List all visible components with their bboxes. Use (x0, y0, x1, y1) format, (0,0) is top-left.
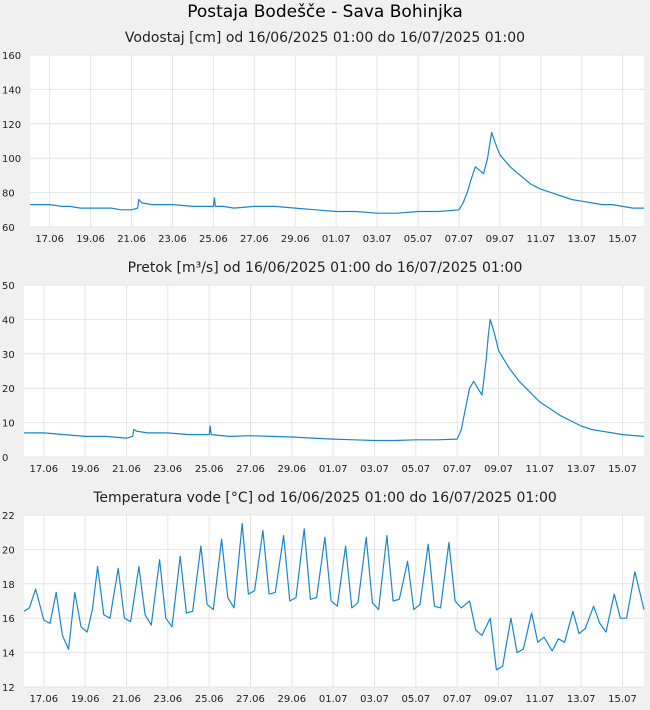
y-tick-label: 16 (2, 614, 15, 625)
x-tick-label: 21.06 (117, 234, 146, 245)
x-tick-label: 03.07 (360, 464, 389, 475)
water-level-plot-area (30, 55, 644, 227)
x-tick-label: 25.06 (195, 694, 224, 705)
y-tick-label: 60 (2, 223, 15, 234)
x-tick-label: 29.06 (278, 694, 307, 705)
x-tick-label: 15.07 (608, 464, 637, 475)
water-level-series-line (30, 131, 644, 214)
y-tick-label: 30 (2, 350, 15, 361)
x-tick-label: 15.07 (608, 694, 637, 705)
y-tick-label: 120 (2, 120, 21, 131)
x-tick-label: 19.06 (71, 464, 100, 475)
x-tick-label: 17.06 (35, 234, 64, 245)
x-tick-label: 01.07 (319, 694, 348, 705)
x-tick-label: 27.06 (236, 694, 265, 705)
page-title: Postaja Bodešče - Sava Bohinjka (187, 2, 463, 22)
x-tick-label: 29.06 (278, 464, 307, 475)
x-tick-label: 07.07 (445, 234, 474, 245)
y-tick-label: 18 (2, 580, 15, 591)
y-tick-label: 0 (2, 453, 8, 464)
discharge-panel: Pretok [m³/s] od 16/06/2025 01:00 do 16/… (0, 256, 650, 478)
x-tick-label: 01.07 (319, 464, 348, 475)
x-tick-label: 03.07 (363, 234, 392, 245)
y-tick-label: 80 (2, 189, 15, 200)
discharge-chart: 50 40 30 20 10 0 17.06 19.06 21.06 23.06 25.06 27.0… (2, 281, 645, 475)
water-level-chart-title: Vodostaj [cm] od 16/06/2025 01:00 do 16/… (124, 30, 526, 46)
discharge-series-line (24, 318, 645, 442)
y-tick-label: 22 (2, 511, 15, 522)
water-level-chart: 160 140 120 100 80 60 17.06 19.06 21.06 23.06 25.0… (2, 51, 644, 245)
y-tick-label: 12 (2, 683, 15, 694)
y-tick-label: 20 (2, 384, 15, 395)
x-tick-label: 25.06 (199, 234, 228, 245)
discharge-chart-title: Pretok [m³/s] od 16/06/2025 01:00 do 16/… (127, 260, 523, 276)
x-tick-label: 11.07 (526, 694, 555, 705)
y-tick-label: 160 (2, 51, 21, 62)
x-tick-label: 27.06 (240, 234, 269, 245)
x-tick-label: 01.07 (322, 234, 351, 245)
x-tick-label: 05.07 (404, 234, 433, 245)
water-temperature-plot-area (24, 515, 644, 687)
y-tick-label: 20 (2, 545, 15, 556)
x-tick-label: 19.06 (71, 694, 100, 705)
x-tick-label: 03.07 (360, 694, 389, 705)
x-tick-label: 09.07 (486, 234, 515, 245)
x-tick-label: 07.07 (443, 464, 472, 475)
water-temperature-panel: Temperatura vode [°C] od 16/06/2025 01:0… (0, 486, 650, 708)
x-tick-label: 05.07 (402, 694, 431, 705)
x-tick-label: 27.06 (236, 464, 265, 475)
x-tick-label: 19.06 (76, 234, 105, 245)
x-tick-label: 11.07 (526, 464, 555, 475)
x-tick-label: 09.07 (484, 464, 513, 475)
x-tick-label: 15.07 (608, 234, 637, 245)
x-tick-label: 13.07 (567, 234, 596, 245)
x-tick-label: 13.07 (567, 464, 596, 475)
y-tick-label: 14 (2, 649, 15, 660)
y-tick-label: 10 (2, 419, 15, 430)
x-tick-label: 13.07 (567, 694, 596, 705)
x-tick-label: 17.06 (30, 464, 59, 475)
y-tick-label: 100 (2, 154, 21, 165)
x-tick-label: 21.06 (112, 464, 141, 475)
x-tick-label: 23.06 (154, 464, 183, 475)
x-tick-label: 23.06 (154, 694, 183, 705)
x-tick-label: 05.07 (402, 464, 431, 475)
water-temperature-chart-title: Temperatura vode [°C] od 16/06/2025 01:0… (93, 490, 557, 506)
x-tick-label: 29.06 (281, 234, 310, 245)
y-tick-label: 50 (2, 281, 15, 292)
y-tick-label: 40 (2, 315, 15, 326)
x-tick-label: 11.07 (527, 234, 556, 245)
x-tick-label: 25.06 (195, 464, 224, 475)
water-temperature-chart: 22 20 18 16 14 12 17.06 19.06 21.06 23.06 25.06 27.… (2, 511, 645, 705)
x-tick-label: 23.06 (158, 234, 187, 245)
x-tick-label: 07.07 (443, 694, 472, 705)
water-temperature-series-line (23, 522, 645, 671)
water-level-panel: Vodostaj [cm] od 16/06/2025 01:00 do 16/… (0, 26, 650, 248)
x-tick-label: 21.06 (112, 694, 141, 705)
x-tick-label: 09.07 (484, 694, 513, 705)
discharge-plot-area (24, 285, 644, 457)
x-tick-label: 17.06 (30, 694, 59, 705)
y-tick-label: 140 (2, 85, 21, 96)
